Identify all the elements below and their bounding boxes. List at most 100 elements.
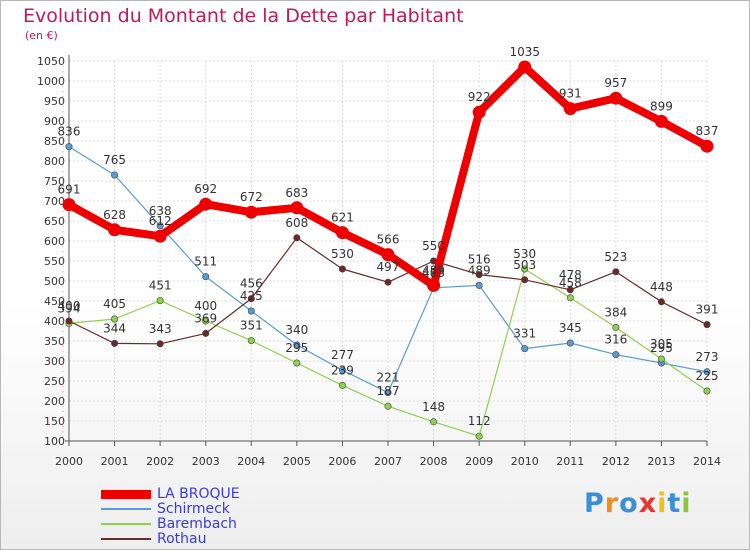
data-point-la-broque (108, 223, 122, 237)
data-point-la-broque (62, 198, 76, 212)
data-label-rothau: 344 (103, 321, 126, 335)
data-point-rothau (338, 265, 346, 273)
data-point-schirmeck (475, 281, 483, 289)
data-label-barembach: 400 (194, 299, 217, 313)
x-tick-label: 2011 (556, 455, 584, 468)
data-point-rothau (111, 339, 119, 347)
legend-label-rothau: Rothau (157, 531, 207, 547)
data-label-rothau: 456 (240, 277, 263, 291)
data-label-la-broque: 489 (422, 263, 445, 277)
data-label-rothau: 497 (377, 260, 400, 274)
data-point-rothau (612, 268, 620, 276)
logo-letter: x (638, 488, 658, 519)
data-point-barembach (293, 359, 301, 367)
data-point-la-broque (700, 139, 714, 153)
data-label-schirmeck: 340 (285, 323, 308, 337)
y-tick-label: 900 (44, 115, 65, 128)
data-label-la-broque: 1035 (509, 45, 540, 59)
chart-unit: (en €) (25, 29, 58, 42)
data-point-barembach (657, 355, 665, 363)
y-tick-label: 750 (44, 175, 65, 188)
y-tick-label: 300 (44, 355, 65, 368)
data-label-barembach: 239 (331, 363, 354, 377)
y-tick-label: 650 (44, 215, 65, 228)
y-tick-label: 500 (44, 275, 65, 288)
data-point-la-broque (381, 248, 395, 262)
data-point-schirmeck (293, 341, 301, 349)
data-label-la-broque: 628 (103, 208, 126, 222)
legend-swatch-schirmeck (101, 508, 151, 510)
data-point-la-broque (518, 60, 532, 74)
x-tick-label: 2009 (465, 455, 493, 468)
data-point-la-broque (290, 201, 304, 215)
data-point-rothau (475, 271, 483, 279)
data-point-la-broque (654, 114, 668, 128)
data-label-schirmeck: 277 (331, 348, 354, 362)
data-point-barembach (338, 381, 346, 389)
x-tick-label: 2010 (511, 455, 539, 468)
data-point-rothau (293, 234, 301, 242)
y-tick-label: 200 (44, 395, 65, 408)
data-label-la-broque: 899 (650, 99, 673, 113)
data-label-la-broque: 837 (696, 124, 719, 138)
data-label-schirmeck: 483 (422, 266, 445, 280)
data-label-barembach: 458 (559, 276, 582, 290)
data-label-barembach: 351 (240, 319, 263, 333)
data-point-barembach (475, 432, 483, 440)
data-label-la-broque: 612 (149, 214, 172, 228)
data-label-rothau: 391 (696, 303, 719, 317)
data-point-barembach (566, 294, 574, 302)
data-label-schirmeck: 511 (194, 255, 217, 269)
legend-swatch-la-broque (101, 489, 151, 499)
y-tick-label: 150 (44, 415, 65, 428)
y-tick-label: 800 (44, 155, 65, 168)
logo-letter: t (667, 488, 682, 519)
data-point-barembach (612, 323, 620, 331)
data-label-barembach: 405 (103, 297, 126, 311)
y-tick-label: 450 (44, 295, 65, 308)
y-tick-label: 550 (44, 255, 65, 268)
data-point-schirmeck (247, 307, 255, 315)
data-point-la-broque (609, 91, 623, 105)
y-tick-label: 700 (44, 195, 65, 208)
data-label-rothau: 503 (513, 258, 536, 272)
data-point-schirmeck (338, 366, 346, 374)
data-label-la-broque: 683 (285, 186, 308, 200)
data-point-schirmeck (65, 143, 73, 151)
data-point-rothau (521, 276, 529, 284)
data-point-barembach (202, 317, 210, 325)
data-label-la-broque: 566 (377, 233, 400, 247)
data-label-barembach: 530 (513, 247, 536, 261)
data-point-schirmeck (521, 345, 529, 353)
data-label-schirmeck: 221 (377, 371, 400, 385)
data-label-schirmeck: 765 (103, 153, 126, 167)
x-tick-label: 2014 (693, 455, 721, 468)
data-point-barembach (703, 387, 711, 395)
chart-title: Evolution du Montant de la Dette par Hab… (23, 5, 464, 27)
data-point-schirmeck (156, 222, 164, 230)
x-tick-label: 2004 (237, 455, 265, 468)
y-tick-label: 400 (44, 315, 65, 328)
data-point-schirmeck (703, 368, 711, 376)
logo-letter: i (681, 488, 692, 519)
legend-swatch-rothau (101, 538, 151, 540)
y-tick-label: 350 (44, 335, 65, 348)
x-tick-label: 2002 (146, 455, 174, 468)
y-tick-label: 600 (44, 235, 65, 248)
data-label-schirmeck: 331 (513, 327, 536, 341)
data-point-rothau (156, 340, 164, 348)
data-point-la-broque (199, 197, 213, 211)
logo-letter: o (619, 488, 639, 519)
data-label-barembach: 225 (696, 369, 719, 383)
x-tick-label: 2003 (192, 455, 220, 468)
y-tick-label: 1000 (37, 75, 65, 88)
y-tick-label: 950 (44, 95, 65, 108)
data-label-schirmeck: 273 (696, 350, 719, 364)
data-point-la-broque (153, 229, 167, 243)
x-tick-label: 2006 (328, 455, 356, 468)
x-tick-label: 2007 (374, 455, 402, 468)
data-point-rothau (65, 317, 73, 325)
data-label-la-broque: 922 (468, 90, 491, 104)
data-label-schirmeck: 489 (468, 263, 491, 277)
